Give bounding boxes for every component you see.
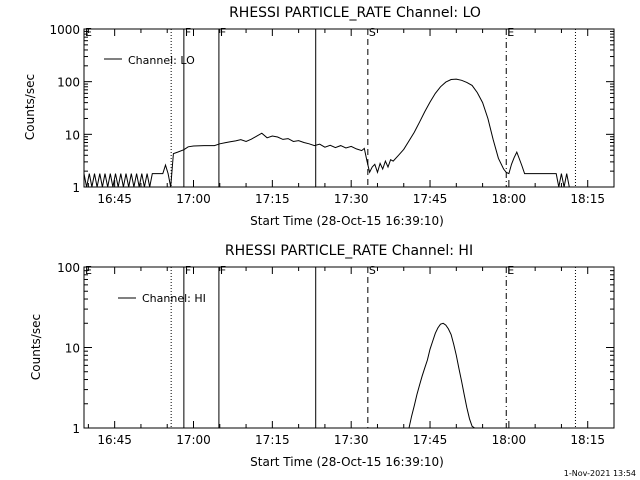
x-tick-label: 17:00 [176,433,211,447]
chart-title: RHESSI PARTICLE_RATE Channel: LO [229,5,481,21]
event-marker-label: F [185,26,191,39]
x-tick-label: 18:15 [570,192,605,206]
y-axis-label: Counts/sec [29,314,43,380]
y-tick-label: 1 [72,422,80,436]
x-tick-label: 18:00 [492,433,527,447]
event-marker-label: S [369,264,376,277]
x-tick-label: 17:45 [413,433,448,447]
event-marker-label: E [507,26,514,39]
x-tick-label: 17:45 [413,192,448,206]
y-tick-label: 1000 [49,23,80,37]
x-tick-label: 17:15 [255,192,290,206]
y-tick-label: 100 [57,76,80,90]
x-axis-label: Start Time (28-Oct-15 16:39:10) [250,214,444,228]
legend-label: Channel: HI [142,292,206,305]
event-marker-label: E [85,26,92,39]
timestamp-stamp: 1-Nov-2021 13:54 [564,469,636,478]
panel-channel-hi: RHESSI PARTICLE_RATE Channel: HI Start T… [29,243,615,469]
y-axis-label: Counts/sec [23,74,37,140]
y-tick-label: 100 [57,261,80,275]
chart-title: RHESSI PARTICLE_RATE Channel: HI [225,243,473,259]
x-tick-label: 17:30 [334,192,369,206]
x-axis-label: Start Time (28-Oct-15 16:39:10) [250,455,444,469]
x-tick-label: 18:00 [492,192,527,206]
legend-label: Channel: LO [128,54,195,67]
series-line [83,78,570,188]
x-tick-label: 17:15 [255,433,290,447]
event-marker-label: S [369,26,376,39]
event-marker-label: F [220,26,226,39]
y-tick-label: 10 [65,128,80,142]
event-marker-label: F [220,264,226,277]
x-tick-label: 16:45 [97,192,132,206]
x-tick-label: 17:30 [334,433,369,447]
event-marker-label: F [185,264,191,277]
y-tick-label: 10 [65,342,80,356]
x-tick-label: 16:45 [97,433,132,447]
y-tick-label: 1 [72,181,80,195]
event-marker-label: E [85,264,92,277]
x-tick-label: 18:15 [570,433,605,447]
panel-channel-lo: RHESSI PARTICLE_RATE Channel: LO Start T… [23,5,615,228]
x-tick-label: 17:00 [176,192,211,206]
event-marker-label: E [507,264,514,277]
series-line [408,322,475,429]
